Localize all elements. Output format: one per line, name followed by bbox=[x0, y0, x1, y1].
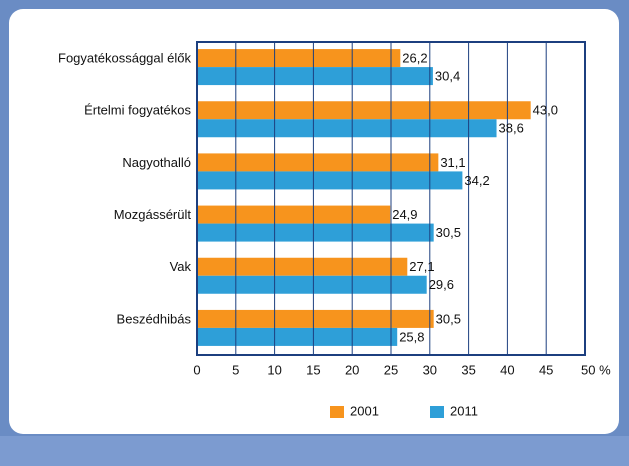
y-tick-label: Értelmi fogyatékos bbox=[84, 103, 191, 118]
x-tick-label: 20 bbox=[345, 362, 359, 377]
x-tick-label: 10 bbox=[267, 362, 281, 377]
bar bbox=[197, 205, 391, 224]
plot-frame bbox=[196, 41, 586, 356]
legend-swatch bbox=[330, 406, 344, 418]
x-tick-label: 40 bbox=[500, 362, 514, 377]
value-label: 24,9 bbox=[392, 207, 417, 222]
value-label: 29,6 bbox=[429, 277, 454, 292]
value-label: 27,1 bbox=[409, 259, 434, 274]
bar bbox=[197, 257, 408, 276]
value-label: 25,8 bbox=[399, 329, 424, 344]
bar bbox=[197, 171, 463, 190]
bar bbox=[197, 49, 401, 68]
bar bbox=[197, 309, 434, 328]
value-label: 38,6 bbox=[499, 121, 524, 136]
y-tick-label: Nagyothalló bbox=[122, 155, 191, 170]
x-tick-label: 15 bbox=[306, 362, 320, 377]
x-tick-label: 0 bbox=[193, 362, 200, 377]
y-tick-label: Fogyatékossággal élők bbox=[58, 51, 191, 66]
x-tick-label: 45 bbox=[539, 362, 553, 377]
x-tick-label: 50 % bbox=[581, 362, 611, 377]
bar bbox=[197, 119, 497, 138]
legend-label: 2001 bbox=[350, 403, 379, 418]
x-tick-label: 30 bbox=[423, 362, 437, 377]
value-label: 30,5 bbox=[436, 225, 461, 240]
value-label: 34,2 bbox=[464, 173, 489, 188]
bar bbox=[197, 153, 439, 172]
y-tick-label: Beszédhibás bbox=[117, 311, 192, 326]
x-tick-label: 35 bbox=[461, 362, 475, 377]
x-tick-label: 5 bbox=[232, 362, 239, 377]
footer-band bbox=[0, 436, 629, 466]
bar bbox=[197, 67, 433, 86]
x-tick-label: 25 bbox=[384, 362, 398, 377]
value-label: 30,5 bbox=[436, 311, 461, 326]
bar bbox=[197, 223, 434, 242]
bar bbox=[197, 275, 427, 294]
bar bbox=[197, 101, 531, 120]
value-label: 43,0 bbox=[533, 103, 558, 118]
y-tick-label: Mozgássérült bbox=[114, 207, 192, 222]
value-label: 30,4 bbox=[435, 69, 460, 84]
bar bbox=[197, 327, 398, 346]
y-tick-label: Vak bbox=[170, 259, 192, 274]
value-label: 26,2 bbox=[402, 51, 427, 66]
legend-swatch bbox=[430, 406, 444, 418]
value-label: 31,1 bbox=[440, 155, 465, 170]
legend-label: 2011 bbox=[450, 403, 478, 418]
